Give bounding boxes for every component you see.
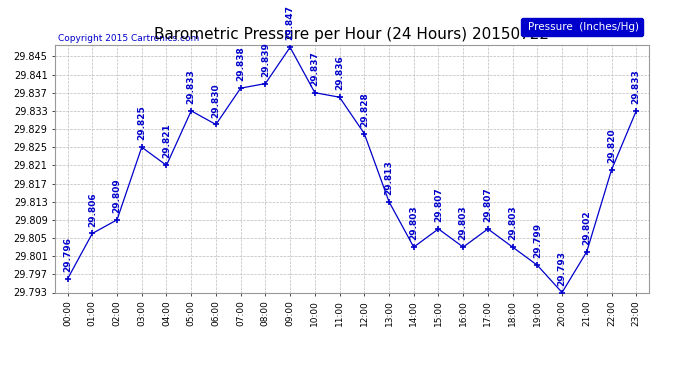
Text: 29.825: 29.825: [137, 105, 146, 140]
Text: 29.833: 29.833: [632, 69, 641, 104]
Text: 29.793: 29.793: [558, 251, 566, 285]
Text: 29.807: 29.807: [434, 187, 443, 222]
Text: 29.833: 29.833: [187, 69, 196, 104]
Text: 29.802: 29.802: [582, 210, 591, 244]
Text: 29.838: 29.838: [236, 46, 245, 81]
Text: 29.796: 29.796: [63, 237, 72, 272]
Text: 29.847: 29.847: [286, 5, 295, 40]
Text: 29.806: 29.806: [88, 192, 97, 226]
Text: 29.836: 29.836: [335, 56, 344, 90]
Text: 29.830: 29.830: [211, 83, 220, 117]
Text: 29.803: 29.803: [508, 206, 517, 240]
Text: 29.813: 29.813: [384, 160, 393, 195]
Legend: Pressure  (Inches/Hg): Pressure (Inches/Hg): [521, 18, 643, 36]
Text: 29.820: 29.820: [607, 128, 616, 163]
Text: 29.799: 29.799: [533, 223, 542, 258]
Text: 29.821: 29.821: [162, 124, 171, 158]
Text: 29.839: 29.839: [261, 42, 270, 76]
Text: 29.803: 29.803: [409, 206, 418, 240]
Text: 29.803: 29.803: [459, 206, 468, 240]
Text: 29.807: 29.807: [484, 187, 493, 222]
Text: Copyright 2015 Cartronics.com: Copyright 2015 Cartronics.com: [58, 33, 199, 42]
Title: Barometric Pressure per Hour (24 Hours) 20150722: Barometric Pressure per Hour (24 Hours) …: [155, 27, 549, 42]
Text: 29.828: 29.828: [359, 92, 368, 127]
Text: 29.809: 29.809: [112, 178, 121, 213]
Text: 29.837: 29.837: [310, 51, 319, 86]
